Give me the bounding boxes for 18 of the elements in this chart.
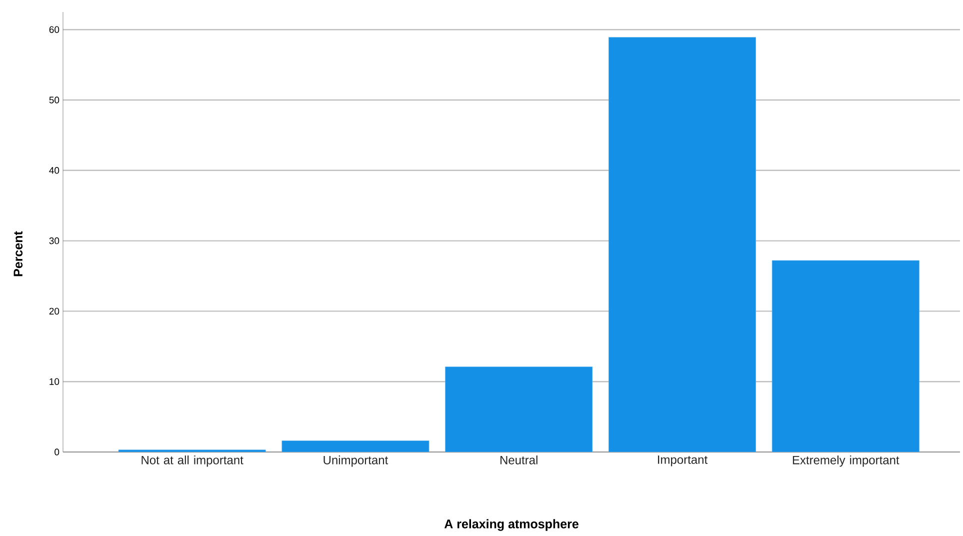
- y-tick-label: 40: [49, 167, 60, 174]
- y-tick-label: 30: [49, 237, 60, 244]
- x-tick-label: Unimportant: [324, 456, 388, 467]
- y-tick-label: 10: [50, 378, 60, 385]
- y-tick-label: 50: [49, 96, 60, 104]
- x-tick-label: Neutral: [500, 456, 538, 464]
- bar: [608, 37, 756, 452]
- x-axis-title: A relaxing atmosphere: [444, 519, 578, 531]
- y-tick-label: 60: [49, 26, 60, 33]
- bar: [445, 366, 593, 452]
- x-tick-label: Extremely important: [792, 456, 900, 467]
- y-axis-title: Percent: [14, 231, 23, 276]
- y-tick-label: 20: [49, 308, 60, 315]
- bar: [772, 260, 920, 452]
- y-tick-label: 0: [54, 448, 60, 456]
- bar: [282, 440, 429, 452]
- x-tick-label: Important: [658, 456, 708, 466]
- x-tick-label: Not at all important: [142, 456, 244, 467]
